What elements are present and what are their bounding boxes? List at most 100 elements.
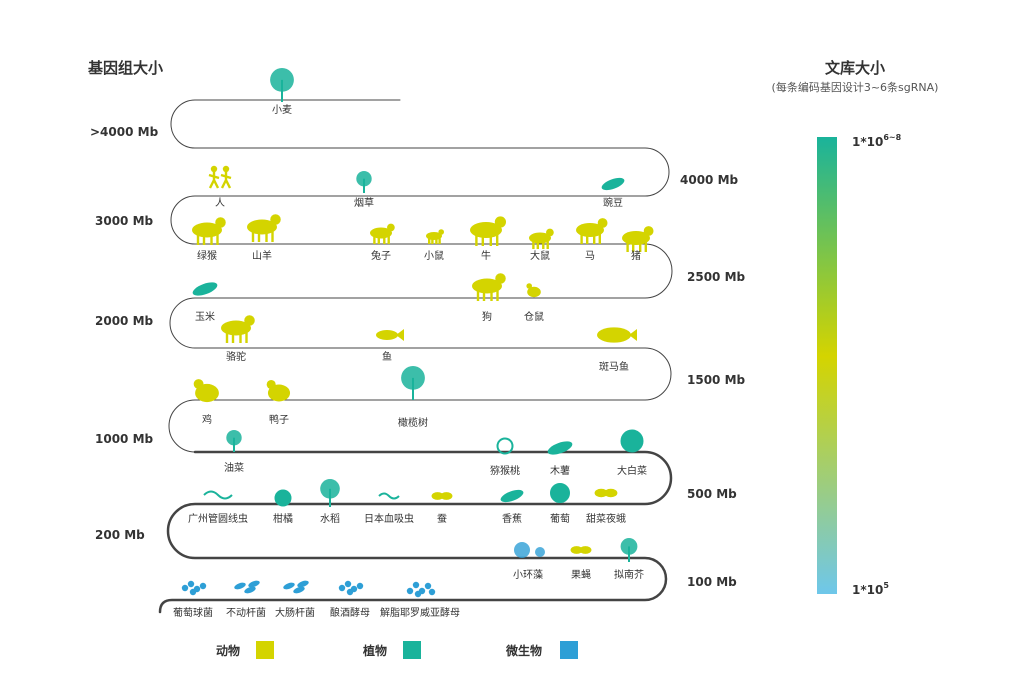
yarrowia-icon: [406, 581, 436, 598]
icon-part: [496, 290, 499, 301]
icon-part: [580, 234, 583, 244]
icon-part: [203, 490, 233, 500]
organism-label: 鱼: [382, 350, 392, 363]
organism-label: 广州管圆线虫: [188, 512, 248, 525]
organism-label: 葡萄球菌: [173, 606, 213, 619]
icon-part: [542, 241, 545, 249]
legend-label-microbe: 微生物: [505, 643, 542, 658]
organism-moth: 甜菜夜蛾: [586, 488, 626, 525]
icon-part: [195, 383, 219, 403]
banana-icon: [500, 489, 524, 503]
icon-part: [244, 586, 256, 594]
icon-part: [293, 586, 305, 594]
organism-label: 酿酒酵母: [330, 606, 370, 619]
organism-dog: 狗: [472, 273, 506, 323]
organism-label: 不动杆菌: [226, 607, 266, 619]
organism-kiwi: 猕猴桃: [490, 437, 520, 477]
organism-label: 仓鼠: [524, 310, 544, 323]
icon-part: [475, 234, 478, 246]
organism-label: 鸭子: [269, 413, 289, 426]
icon-part: [199, 582, 207, 590]
icon-part: [265, 231, 268, 242]
organism-label: 斑马鱼: [599, 360, 629, 373]
icon-part: [383, 236, 386, 244]
organism-duck: 鸭子: [266, 379, 291, 426]
organism-label: 牛: [481, 249, 491, 262]
organism-label: 玉米: [195, 310, 215, 323]
organism-rice: 水稻: [320, 479, 340, 525]
organism-citrus: 柑橘: [273, 489, 293, 525]
icon-part: [401, 366, 425, 390]
organism-label: 骆驼: [226, 350, 246, 363]
icon-part: [414, 590, 422, 598]
organism-label: 狗: [482, 310, 492, 323]
icon-part: [428, 238, 431, 244]
icon-part: [320, 479, 340, 499]
icon-part: [267, 384, 291, 402]
icon-part: [192, 282, 218, 296]
organism-camel: 骆驼: [221, 315, 255, 363]
organism-silkworm: 蚕: [431, 492, 453, 525]
organism-corn: 玉米: [192, 282, 218, 323]
icon-part: [387, 223, 395, 232]
size-label-100: 100 Mb: [687, 575, 737, 589]
icon-part: [338, 584, 346, 592]
icon-part: [412, 581, 420, 589]
icon-part: [202, 234, 206, 245]
icon-part: [579, 546, 592, 554]
icon-part: [192, 222, 222, 238]
organism-worm: 广州管圆线虫: [188, 490, 248, 525]
icon-part: [356, 171, 372, 187]
icon-part: [440, 492, 453, 500]
organism-label: 甜菜夜蛾: [586, 512, 626, 525]
citrus-icon: [274, 489, 292, 507]
goat-icon: [247, 214, 281, 242]
icon-part: [426, 232, 442, 240]
icon-part: [181, 584, 189, 592]
icon-part: [586, 234, 589, 244]
size-label-gt4000: >4000 Mb: [90, 125, 159, 139]
icon-part: [344, 580, 352, 588]
organism-goat: 山羊: [247, 214, 281, 262]
organism-label: 果蝇: [571, 569, 591, 581]
scale-bottom-base: 1*10: [852, 583, 883, 597]
icon-part: [495, 273, 506, 284]
organism-label: 人: [215, 197, 225, 209]
camel-icon: [221, 315, 255, 343]
icon-part: [266, 379, 276, 390]
organism-label: 猪: [631, 250, 641, 262]
organism-mouse: 小鼠: [424, 229, 445, 262]
icon-part: [370, 227, 392, 239]
icon-part: [244, 315, 255, 326]
icon-part: [210, 165, 218, 173]
monkey-icon: [192, 217, 226, 245]
organism-label: 小麦: [272, 104, 292, 116]
icon-part: [632, 242, 635, 252]
size-label-2000: 2000 Mb: [95, 314, 154, 328]
icon-part: [601, 177, 625, 191]
icon-part: [570, 546, 583, 554]
organism-yarrowia: 解脂耶罗威亚酵母: [380, 581, 460, 619]
serpentine-upper: [168, 99, 673, 453]
cabbage-icon: [620, 429, 644, 453]
icon-part: [234, 582, 246, 590]
staphylococcus-icon: [181, 580, 207, 596]
legend: 动物 植物 微生物: [216, 641, 578, 659]
icon-part: [225, 332, 229, 343]
zebrafish-icon: [597, 327, 637, 343]
cow-icon: [470, 216, 506, 246]
duck-icon: [266, 379, 291, 402]
icon-part: [500, 489, 524, 503]
icon-part: [220, 172, 232, 189]
organism-label: 山羊: [252, 249, 272, 262]
organism-label: 小鼠: [424, 249, 444, 262]
organism-label: 水稻: [320, 513, 340, 525]
organism-label: 大肠杆菌: [275, 606, 315, 619]
icon-part: [490, 290, 493, 301]
icon-part: [476, 290, 480, 301]
icon-part: [231, 332, 235, 343]
size-label-1000: 1000 Mb: [95, 432, 154, 446]
organism-staphylococcus: 葡萄球菌: [173, 580, 213, 619]
library-scale-bar: [817, 137, 837, 594]
